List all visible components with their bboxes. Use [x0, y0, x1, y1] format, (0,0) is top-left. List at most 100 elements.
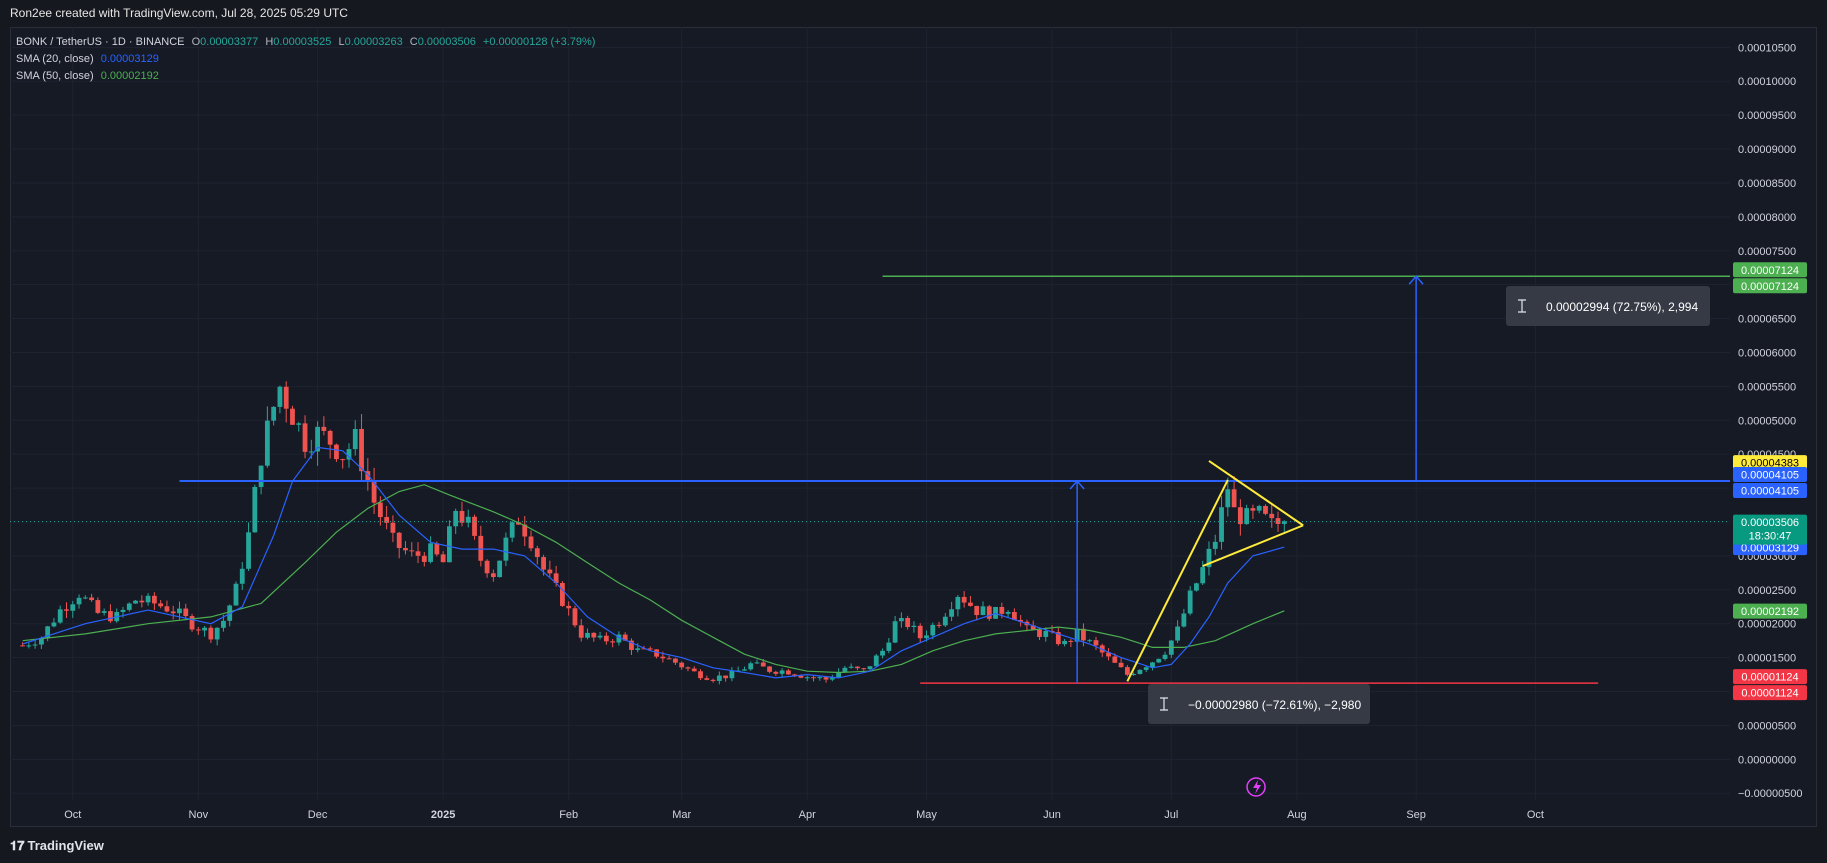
candle	[1118, 658, 1124, 668]
candle-body	[327, 430, 333, 445]
candle	[603, 632, 609, 645]
candle-body	[32, 644, 38, 646]
price-label-text: 0.00004105	[1741, 469, 1799, 481]
candle-body	[233, 583, 239, 606]
y-tick-label: 0.00008000	[1738, 212, 1796, 224]
candle	[108, 604, 113, 623]
candle-body	[340, 459, 346, 461]
candle-body	[151, 595, 157, 604]
candle-body	[1068, 640, 1074, 642]
candle-body	[334, 444, 339, 460]
candle	[145, 593, 151, 606]
legend-sma50-row[interactable]: SMA (50, close) 0.00002192	[16, 68, 599, 85]
x-tick-label: Jul	[1164, 809, 1178, 821]
candle-body	[302, 423, 308, 452]
candle-body	[1112, 656, 1118, 663]
candle	[930, 622, 936, 640]
candle	[917, 623, 923, 643]
candle	[685, 666, 691, 672]
candle-body	[1131, 673, 1137, 675]
measure-up-label-text: 0.00002994 (72.75%), 2,994	[1546, 300, 1698, 314]
candle-body	[867, 666, 873, 670]
candle	[673, 657, 678, 666]
candle	[855, 666, 860, 671]
legend-symbol[interactable]: BONK / TetherUS · 1D · BINANCE	[16, 36, 185, 48]
candle-body	[377, 502, 383, 518]
measure-down-label-box	[1148, 684, 1370, 724]
candle	[1206, 541, 1212, 576]
candle-body	[679, 662, 685, 668]
candle	[1269, 503, 1275, 528]
price-label-resistance: 0.00004105	[1733, 466, 1807, 482]
candle-body	[1043, 630, 1049, 637]
candle-body	[873, 655, 879, 667]
price-label-text: 0.00007124	[1741, 281, 1799, 293]
candle-body	[742, 669, 747, 671]
candle-body	[855, 666, 860, 669]
candle	[773, 670, 779, 676]
candle-body	[1162, 654, 1168, 659]
candle-body	[428, 543, 433, 562]
candle	[848, 663, 854, 669]
candle-body	[45, 626, 51, 639]
candle	[723, 675, 729, 682]
candle	[566, 601, 572, 616]
candle-body	[189, 616, 195, 630]
candle-body	[315, 426, 320, 452]
candle-body	[252, 487, 258, 533]
candle	[1005, 610, 1011, 618]
candle-body	[1055, 632, 1061, 645]
candle	[616, 631, 622, 646]
candle	[785, 668, 791, 675]
legend-open-value: 0.00003377	[200, 36, 259, 48]
candle-body	[528, 536, 534, 549]
price-label-sma50: 0.00002192	[1733, 603, 1807, 619]
candle	[823, 676, 829, 683]
candle	[880, 648, 885, 659]
candle	[390, 515, 396, 543]
candle	[478, 525, 484, 567]
candle	[76, 594, 82, 609]
candle	[942, 613, 948, 628]
candle	[1175, 620, 1180, 643]
candle-body	[553, 573, 559, 583]
y-tick-label: 0.00006000	[1738, 347, 1796, 359]
candle	[1068, 639, 1074, 648]
candle-body	[1187, 590, 1193, 614]
candle	[1181, 608, 1187, 628]
candle	[170, 605, 176, 620]
candle-body	[823, 677, 829, 680]
candle	[1256, 504, 1262, 514]
candle	[1219, 495, 1224, 550]
candle	[1062, 638, 1067, 647]
candle-body	[980, 606, 986, 616]
candle-body	[82, 597, 88, 599]
candle-body	[610, 641, 616, 643]
legend-sma20-label: SMA (20, close)	[16, 53, 94, 65]
legend-sma20-row[interactable]: SMA (20, close) 0.00003129	[16, 51, 599, 68]
candle-body	[195, 629, 201, 631]
y-tick-label: 0.00005500	[1738, 381, 1796, 393]
footer-brand: TradingView	[27, 838, 104, 853]
candle-body	[396, 532, 402, 548]
candle	[647, 646, 653, 651]
candle-body	[390, 522, 396, 533]
candle	[1162, 651, 1168, 661]
measure-down-label-text: −0.00002980 (−72.61%), −2,980	[1188, 698, 1361, 712]
pennant-upper-line	[1208, 460, 1304, 527]
tradingview-footer[interactable]: 𝟏𝟕 TradingView	[10, 838, 104, 854]
chart-frame[interactable]	[10, 27, 1817, 827]
candle	[509, 520, 515, 543]
candle-body	[1106, 652, 1111, 657]
candle-body	[723, 675, 729, 679]
candle	[465, 509, 471, 528]
candle	[748, 661, 754, 671]
candle	[327, 429, 333, 459]
candle	[302, 415, 308, 459]
candle-body	[1250, 508, 1256, 511]
candle-body	[836, 671, 842, 678]
candle-body	[208, 627, 214, 640]
candle	[490, 569, 496, 582]
candle	[1168, 640, 1174, 658]
